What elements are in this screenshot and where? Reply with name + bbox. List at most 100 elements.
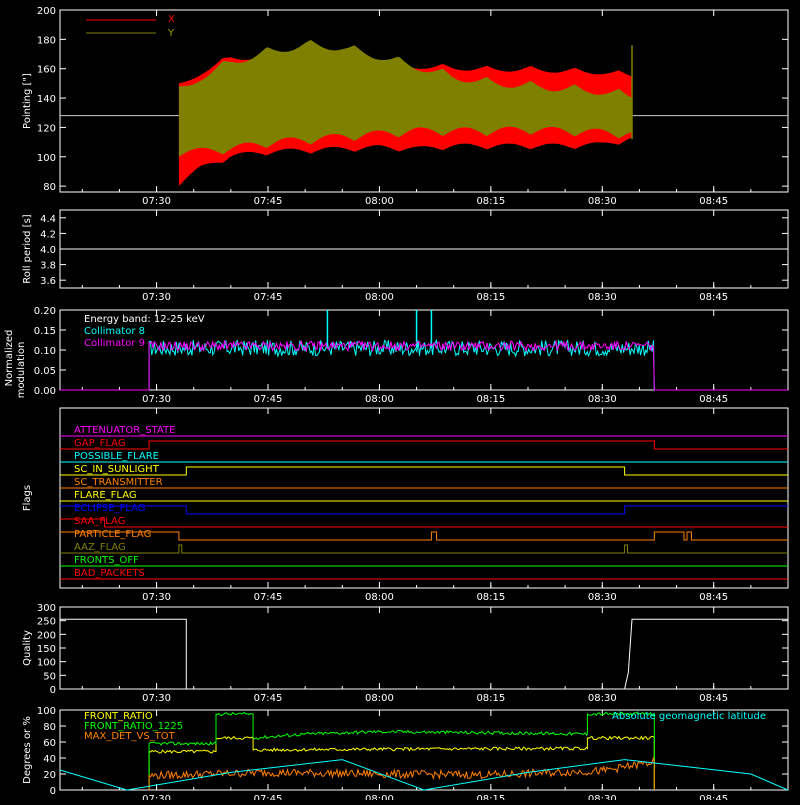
legend-label-front-ratio: FRONT_RATIO bbox=[84, 711, 153, 722]
quality-x-tick-label: 07:45 bbox=[254, 693, 283, 704]
flag-label: FLARE_FLAG bbox=[74, 490, 137, 501]
modulation-x-ticks: 07:30 07:45 08:00 08:15 08:30 08:45 bbox=[81, 310, 752, 405]
flag-line bbox=[60, 518, 788, 528]
roll-period-y-tick-label: 4.2 bbox=[40, 229, 56, 240]
quality-y-label: Quality bbox=[22, 630, 33, 666]
legend-label-y: Y bbox=[167, 28, 175, 39]
max-det-vs-tot-line bbox=[148, 756, 655, 790]
roll-period-x-tick-label: 07:30 bbox=[142, 292, 171, 303]
quality-y-tick-label: 150 bbox=[37, 644, 56, 655]
pointing-axes-frame bbox=[59, 9, 789, 193]
ratio-x-tick-label: 08:00 bbox=[365, 794, 394, 800]
modulation-x-tick-label: 08:45 bbox=[699, 394, 728, 405]
quality-line bbox=[60, 618, 788, 690]
pointing-x-tick-label: 08:30 bbox=[588, 196, 617, 207]
ratio-x-tick-label: 08:15 bbox=[476, 794, 505, 800]
ratio-y-ticks: 0 20 40 60 80 100 bbox=[37, 706, 788, 797]
modulation-x-tick-label: 07:30 bbox=[142, 394, 171, 405]
quality-x-tick-label: 08:00 bbox=[365, 693, 394, 704]
modulation-annotation: Energy band: 12-25 keV bbox=[84, 314, 205, 325]
ratio-y-tick-label: 100 bbox=[37, 706, 56, 717]
pointing-x-tick-label: 08:15 bbox=[476, 196, 505, 207]
pointing-y-tick-label: 140 bbox=[37, 94, 56, 105]
flag-label: GAP_FLAG bbox=[74, 438, 126, 449]
pointing-marks bbox=[60, 40, 788, 187]
modulation-line-collimator-9 bbox=[60, 339, 788, 391]
legend-label-front-ratio-1225: FRONT_RATIO_1225 bbox=[84, 721, 183, 732]
roll-period-x-tick-label: 08:00 bbox=[365, 292, 394, 303]
flag-label: SC_TRANSMITTER bbox=[74, 477, 163, 488]
roll-period-y-label: Roll period [s] bbox=[22, 214, 33, 283]
roll-period-y-tick-label: 3.6 bbox=[40, 276, 56, 287]
flag-label: AAZ_FLAG bbox=[74, 542, 126, 553]
quality-y-ticks: 0 50 100 150 200 250 300 bbox=[37, 603, 788, 696]
modulation-y-tick-label: 0.20 bbox=[34, 306, 56, 317]
legend-label-max-det-vs-tot: MAX_DET_VS_TOT bbox=[84, 731, 176, 742]
ratio-y-tick-label: 20 bbox=[43, 770, 56, 781]
quality-y-tick-label: 200 bbox=[37, 630, 56, 641]
pointing-y-tick-label: 200 bbox=[37, 6, 56, 17]
quality-y-tick-label: 0 bbox=[50, 685, 56, 696]
ratio-x-tick-label: 07:45 bbox=[254, 794, 283, 800]
pointing-y-tick-label: 120 bbox=[37, 123, 56, 134]
front-ratio-line bbox=[148, 735, 655, 790]
front-ratio-1225-line bbox=[148, 711, 655, 790]
modulation-y-tick-label: 0.10 bbox=[34, 346, 56, 357]
modulation-x-tick-label: 08:15 bbox=[476, 394, 505, 405]
pointing-y-ticks: 80 100 120 140 160 180 200 bbox=[37, 6, 788, 193]
quality-y-tick-label: 300 bbox=[37, 603, 56, 614]
pointing-x-tick-label: 08:00 bbox=[365, 196, 394, 207]
pointing-x-ticks: 07:30 07:45 08:00 08:15 08:30 08:45 bbox=[81, 10, 752, 207]
flags-x-tick-label: 08:30 bbox=[588, 592, 617, 603]
modulation-x-tick-label: 08:00 bbox=[365, 394, 394, 405]
flags-x-tick-label: 08:15 bbox=[476, 592, 505, 603]
flag-label: SC_IN_SUNLIGHT bbox=[74, 464, 160, 475]
pointing-x-tick-label: 07:45 bbox=[254, 196, 283, 207]
pointing-y-tick-label: 100 bbox=[37, 153, 56, 164]
ratio-x-tick-label: 07:30 bbox=[142, 794, 171, 800]
flags-axes-frame bbox=[59, 407, 789, 589]
legend-label-x: X bbox=[168, 14, 175, 25]
flags-panel: 07:30 07:45 08:00 08:15 08:30 08:45 ATTENUATO… bbox=[22, 407, 789, 603]
flag-line bbox=[60, 531, 788, 541]
flag-label: SAA_FLAG bbox=[74, 516, 125, 527]
pointing-y-tick-label: 180 bbox=[37, 35, 56, 46]
flags-x-tick-label: 07:45 bbox=[254, 592, 283, 603]
pointing-y-tick-label: 80 bbox=[43, 182, 56, 193]
pointing-x-tick-label: 07:30 bbox=[142, 196, 171, 207]
modulation-y-label-1: Normalized bbox=[4, 330, 15, 387]
modulation-y-tick-label: 0.00 bbox=[34, 386, 56, 397]
pointing-band-y bbox=[178, 40, 632, 157]
geomagnetic-latitude-label: Absolute geomagnetic latitude bbox=[612, 711, 766, 722]
flags-x-tick-label: 08:45 bbox=[699, 592, 728, 603]
modulation-line-collimator-8 bbox=[60, 338, 788, 391]
flags-x-ticks: 07:30 07:45 08:00 08:15 08:30 08:45 bbox=[81, 408, 752, 603]
roll-period-y-tick-label: 4.4 bbox=[40, 214, 56, 225]
roll-period-y-tick-label: 4.0 bbox=[40, 245, 56, 256]
quality-y-tick-label: 100 bbox=[37, 658, 56, 669]
quality-marks bbox=[60, 618, 788, 690]
modulation-panel: 0.00 0.05 0.10 0.15 0.20 07:30 07:45 08:00 08:1… bbox=[4, 306, 789, 405]
ratio-y-tick-label: 40 bbox=[43, 754, 56, 765]
flags-y-label: Flags bbox=[22, 485, 33, 511]
ratio-y-tick-label: 80 bbox=[43, 722, 56, 733]
quality-x-tick-label: 08:45 bbox=[699, 693, 728, 704]
roll-period-x-tick-label: 08:15 bbox=[476, 292, 505, 303]
modulation-y-tick-label: 0.15 bbox=[34, 326, 56, 337]
quality-y-tick-label: 50 bbox=[43, 671, 56, 682]
quality-x-tick-label: 08:30 bbox=[588, 693, 617, 704]
modulation-x-tick-label: 07:45 bbox=[254, 394, 283, 405]
geomagnetic-latitude-line bbox=[59, 759, 789, 791]
ratio-y-label: Degrees or % bbox=[22, 716, 33, 784]
flag-line bbox=[60, 544, 788, 554]
roll-period-y-ticks: 3.6 3.8 4.0 4.2 4.4 bbox=[40, 214, 788, 287]
modulation-marks bbox=[60, 310, 788, 391]
flag-line bbox=[60, 440, 788, 450]
flags-marks: ATTENUATOR_STATE GAP_FLAG POSSIBLE_FLARE SC… bbox=[60, 425, 788, 580]
modulation-y-tick-label: 0.05 bbox=[34, 366, 56, 377]
flags-x-tick-label: 07:30 bbox=[142, 592, 171, 603]
flag-label: FRONTS_OFF bbox=[74, 555, 139, 566]
pointing-y-label: Pointing ["] bbox=[22, 73, 33, 129]
